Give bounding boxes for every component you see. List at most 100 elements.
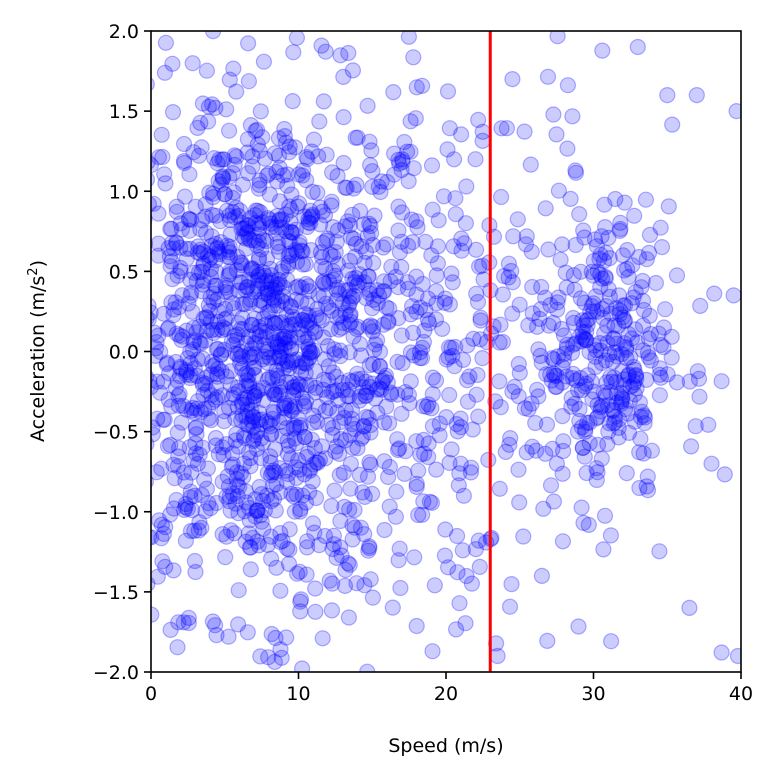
scatter-point — [207, 99, 224, 117]
scatter-point — [194, 283, 211, 300]
scatter-point — [253, 430, 270, 447]
scatter-point — [267, 334, 284, 351]
scatter-point — [153, 460, 170, 477]
scatter-point — [250, 233, 267, 250]
scatter-point — [180, 295, 197, 312]
scatter-point — [236, 503, 253, 520]
scatter-point — [263, 493, 280, 510]
scatter-point — [207, 429, 224, 447]
scatter-point — [535, 500, 552, 517]
scatter-point — [566, 281, 583, 298]
scatter-point — [289, 329, 307, 346]
scatter-point — [287, 459, 304, 476]
scatter-point — [217, 283, 234, 300]
scatter-point — [579, 317, 596, 334]
scatter-point — [304, 473, 321, 490]
scatter-point — [349, 365, 366, 382]
scatter-point — [225, 60, 242, 77]
scatter-point — [280, 465, 297, 483]
scatter-point — [332, 431, 350, 448]
scatter-point — [552, 251, 569, 268]
scatter-point — [271, 460, 288, 477]
scatter-point — [200, 400, 217, 417]
scatter-point — [325, 219, 342, 236]
scatter-point — [297, 393, 315, 410]
scatter-point — [571, 328, 588, 345]
scatter-point — [188, 426, 205, 443]
scatter-point — [332, 307, 349, 324]
scatter-point — [637, 191, 655, 208]
scatter-point — [272, 582, 289, 599]
scatter-point — [188, 400, 205, 417]
scatter-point — [421, 315, 438, 332]
scatter-point — [169, 458, 186, 475]
scatter-point — [470, 408, 487, 425]
scatter-point — [252, 322, 269, 339]
scatter-point — [243, 402, 260, 419]
scatter-point — [346, 519, 363, 536]
scatter-point — [195, 310, 212, 327]
scatter-point — [267, 386, 284, 403]
scatter-point — [605, 415, 622, 432]
scatter-point — [240, 165, 257, 182]
scatter-point — [229, 346, 246, 363]
scatter-point — [397, 384, 414, 401]
scatter-point — [365, 356, 382, 373]
scatter-point — [405, 160, 422, 177]
scatter-point — [250, 268, 267, 285]
scatter-point — [376, 273, 393, 290]
scatter-point — [297, 494, 315, 511]
scatter-point — [256, 337, 273, 354]
scatter-point — [215, 319, 232, 336]
scatter-point — [182, 522, 200, 540]
scatter-point — [413, 350, 431, 367]
scatter-point — [357, 387, 374, 404]
scatter-point — [589, 409, 606, 426]
scatter-point — [305, 414, 322, 431]
scatter-point — [423, 247, 440, 264]
scatter-point — [151, 426, 161, 443]
scatter-point — [221, 249, 238, 266]
scatter-point — [387, 508, 404, 525]
scatter-point — [340, 554, 357, 572]
scatter-point — [703, 455, 720, 472]
scatter-point — [157, 558, 174, 576]
scatter-point — [240, 417, 257, 434]
scatter-point — [444, 274, 461, 291]
scatter-point — [415, 431, 432, 448]
scatter-point — [158, 356, 175, 373]
scatter-point — [272, 641, 289, 658]
scatter-point — [228, 262, 245, 279]
scatter-point — [632, 409, 650, 426]
scatter-point — [299, 539, 316, 556]
scatter-point — [283, 224, 300, 241]
scatter-point — [332, 512, 349, 530]
scatter-point — [176, 135, 193, 153]
scatter-point — [620, 326, 637, 343]
scatter-point — [214, 387, 231, 404]
scatter-point — [510, 355, 527, 373]
scatter-point — [216, 186, 233, 203]
scatter-point — [559, 77, 577, 94]
scatter-point — [193, 487, 210, 504]
scatter-point — [260, 649, 277, 666]
scatter-point — [359, 228, 376, 245]
scatter-point — [285, 44, 302, 61]
scatter-point — [259, 371, 276, 388]
scatter-point — [668, 374, 686, 391]
scatter-point — [585, 267, 602, 284]
scatter-point — [270, 314, 287, 331]
scatter-point — [337, 282, 354, 299]
scatter-point — [329, 167, 346, 185]
scatter-point — [295, 312, 312, 329]
scatter-point — [213, 322, 231, 339]
scatter-point — [162, 506, 179, 523]
scatter-point — [271, 193, 288, 210]
scatter-point — [537, 445, 554, 462]
scatter-point — [728, 103, 741, 120]
y-tick-label: 1.0 — [109, 181, 139, 203]
scatter-point — [382, 384, 399, 401]
scatter-point — [515, 528, 532, 545]
scatter-point — [334, 374, 351, 391]
scatter-point — [260, 341, 277, 358]
